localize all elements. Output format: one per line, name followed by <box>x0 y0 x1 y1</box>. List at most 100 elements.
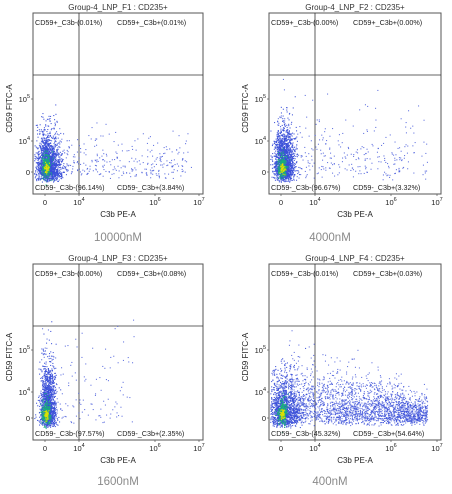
event-dot <box>55 113 57 115</box>
event-dot <box>276 174 278 176</box>
event-dot <box>43 168 45 170</box>
event-dot <box>35 171 37 173</box>
event-dot <box>157 142 159 144</box>
event-dot <box>278 164 280 166</box>
event-dot <box>57 160 59 162</box>
event-dot <box>40 149 42 151</box>
event-dot <box>283 120 285 122</box>
event-dot <box>54 175 56 177</box>
event-dot <box>280 142 282 144</box>
event-dot <box>278 181 280 183</box>
event-dot <box>55 160 57 162</box>
event-dot <box>285 167 287 169</box>
event-dot <box>55 140 57 142</box>
event-dot <box>272 153 274 155</box>
event-dot <box>39 168 41 170</box>
event-dot <box>42 148 44 150</box>
event-dot <box>288 149 290 151</box>
event-dot <box>35 146 37 148</box>
y-tick-label: 105 <box>19 94 30 104</box>
event-dot <box>107 398 109 400</box>
event-dot <box>278 166 280 168</box>
event-dot <box>47 125 49 127</box>
event-dot <box>48 144 50 146</box>
event-dot <box>314 134 316 136</box>
event-dot <box>423 119 425 121</box>
event-dot <box>99 157 101 159</box>
y-tick-label: 0 <box>26 168 30 177</box>
event-dot <box>289 140 291 142</box>
event-dot <box>284 150 286 152</box>
event-dot <box>48 115 50 117</box>
event-dot <box>43 151 45 153</box>
event-dot <box>317 172 319 174</box>
event-dot <box>44 175 46 177</box>
event-dot <box>120 167 122 169</box>
event-dot <box>313 162 315 164</box>
event-dot <box>35 156 37 158</box>
event-dot <box>55 388 57 390</box>
event-dot <box>41 152 43 154</box>
event-dot <box>284 179 286 181</box>
event-dot <box>152 155 154 157</box>
event-dot <box>283 129 285 131</box>
event-dot <box>337 140 339 142</box>
event-dot <box>47 156 49 158</box>
event-dot <box>38 129 40 131</box>
event-dot <box>375 119 377 121</box>
event-dot <box>293 148 295 150</box>
event-dot <box>43 169 45 171</box>
event-dot <box>120 406 122 408</box>
event-dot <box>55 179 57 181</box>
event-dot <box>271 156 273 158</box>
event-dot <box>290 179 292 181</box>
event-dot <box>276 148 278 150</box>
event-dot <box>291 169 293 171</box>
event-dot <box>171 166 173 168</box>
event-dot <box>276 140 278 142</box>
event-dot <box>44 171 46 173</box>
event-dot <box>44 157 46 159</box>
x-tick-label: 104 <box>309 197 320 207</box>
event-dot <box>284 180 286 182</box>
event-dot <box>394 141 396 143</box>
event-dot <box>86 173 88 175</box>
event-dot <box>67 170 69 172</box>
event-dot <box>41 385 43 387</box>
event-dot <box>358 173 360 175</box>
event-dot <box>307 162 309 164</box>
event-dot <box>56 155 58 157</box>
event-dot <box>122 171 124 173</box>
event-dot <box>104 367 106 369</box>
event-dot <box>49 167 51 169</box>
event-dot <box>47 173 49 175</box>
event-dot <box>54 172 56 174</box>
event-dot <box>53 174 55 176</box>
event-dot <box>50 150 52 152</box>
event-dot <box>43 130 45 132</box>
event-dot <box>44 168 46 170</box>
event-dot <box>41 359 43 361</box>
event-dot <box>116 152 118 154</box>
event-dot <box>301 136 303 138</box>
event-dot <box>298 171 300 173</box>
event-dot <box>288 139 290 141</box>
event-dot <box>88 170 90 172</box>
event-dot <box>168 173 170 175</box>
event-dot <box>40 168 42 170</box>
event-dot <box>113 166 115 168</box>
event-dot <box>292 159 294 161</box>
event-dot <box>76 346 78 348</box>
scatter-points <box>34 104 192 186</box>
event-dot <box>325 143 327 145</box>
event-dot <box>280 148 282 150</box>
event-dot <box>298 177 300 179</box>
event-dot <box>329 147 331 149</box>
event-dot <box>405 126 407 128</box>
event-dot <box>279 145 281 147</box>
event-dot <box>42 160 44 162</box>
event-dot <box>49 152 51 154</box>
event-dot <box>97 171 99 173</box>
event-dot <box>381 144 383 146</box>
event-dot <box>277 163 279 165</box>
